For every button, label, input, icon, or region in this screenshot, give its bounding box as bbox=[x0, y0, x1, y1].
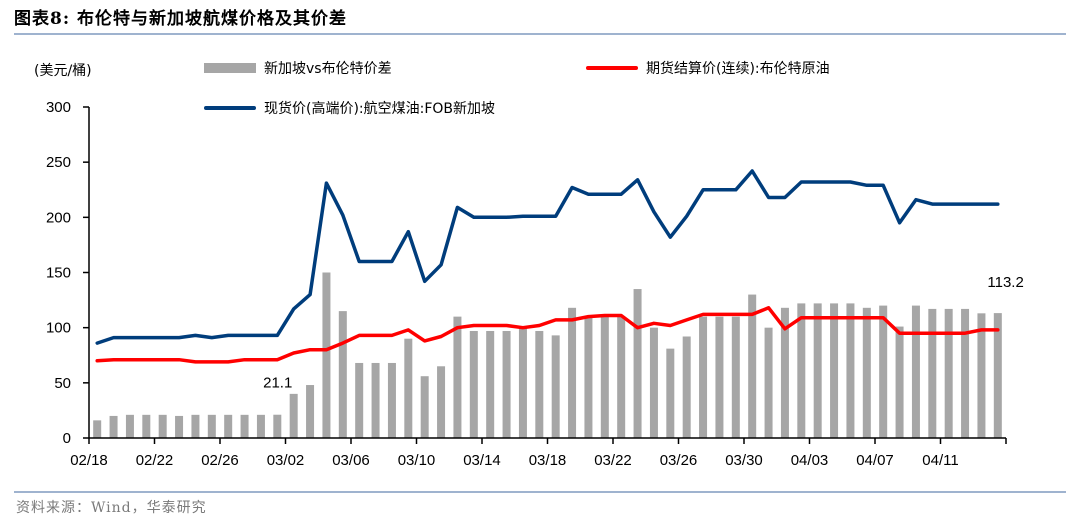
x-tick-label: 03/26 bbox=[660, 452, 698, 469]
spread-bar bbox=[993, 313, 1002, 438]
spread-bar bbox=[404, 338, 413, 438]
spread-bar bbox=[961, 308, 970, 438]
source-note: 资料来源：Wind，华泰研究 bbox=[16, 500, 207, 516]
y-tick-label: 150 bbox=[46, 265, 71, 282]
spread-bar bbox=[813, 303, 822, 438]
spread-bar bbox=[764, 327, 773, 438]
spread-bar bbox=[306, 385, 315, 438]
spread-bar bbox=[977, 313, 986, 438]
brent-price-line bbox=[95, 306, 1000, 364]
legend-item-jet-fuel: 现货价(高端价):航空煤油:FOB新加坡 bbox=[204, 98, 495, 118]
spread-bar bbox=[207, 414, 216, 438]
y-tick-label: 300 bbox=[46, 99, 71, 116]
x-tick-label: 04/07 bbox=[856, 452, 894, 469]
spread-bar bbox=[879, 305, 888, 438]
legend-swatch-bar-icon bbox=[204, 63, 256, 73]
data-label-annotation: 113.2 bbox=[987, 274, 1023, 291]
data-label-annotation: 21.1 bbox=[263, 375, 292, 392]
spread-bar bbox=[780, 307, 789, 438]
x-tick-label: 04/11 bbox=[922, 452, 958, 469]
spread-bar bbox=[240, 414, 249, 438]
spread-bar bbox=[387, 362, 396, 438]
spread-bar bbox=[699, 316, 708, 438]
spread-bar bbox=[748, 294, 757, 438]
spread-bar bbox=[584, 316, 593, 438]
spread-bar bbox=[715, 316, 724, 438]
spread-bar bbox=[469, 330, 478, 438]
legend-label-jet-fuel: 现货价(高端价):航空煤油:FOB新加坡 bbox=[264, 101, 496, 117]
spread-bar bbox=[256, 414, 265, 438]
spread-bar bbox=[649, 327, 658, 438]
spread-bar bbox=[273, 414, 282, 438]
spread-bar bbox=[862, 307, 871, 438]
x-tick-label: 03/22 bbox=[594, 452, 632, 469]
spread-bar bbox=[322, 272, 331, 438]
spread-bar bbox=[551, 335, 560, 438]
spread-bar bbox=[453, 316, 462, 438]
spread-bar bbox=[617, 316, 626, 438]
spread-bar bbox=[371, 362, 380, 438]
title-divider bbox=[14, 33, 1066, 35]
spread-bar bbox=[600, 316, 609, 438]
spread-bar bbox=[502, 330, 511, 438]
x-tick-label: 03/14 bbox=[463, 452, 501, 469]
spread-bar bbox=[109, 415, 118, 438]
spread-bar bbox=[666, 348, 675, 438]
legend-swatch-red-line-icon bbox=[586, 66, 638, 70]
x-tick-label: 03/10 bbox=[398, 452, 436, 469]
y-tick-label: 250 bbox=[46, 154, 71, 171]
legend-item-spread: 新加坡vs布伦特价差 bbox=[204, 58, 392, 78]
y-tick-label: 200 bbox=[46, 209, 71, 226]
x-tick-label: 03/30 bbox=[725, 452, 763, 469]
x-tick-label: 03/18 bbox=[529, 452, 567, 469]
spread-bar bbox=[928, 308, 937, 438]
jet-fuel-price-line bbox=[95, 169, 1000, 345]
spread-bar bbox=[355, 362, 364, 438]
spread-bar bbox=[846, 303, 855, 438]
spread-bar bbox=[437, 366, 446, 438]
spread-bar bbox=[944, 308, 953, 438]
y-tick-label: 0 bbox=[63, 430, 71, 447]
y-axis-unit-label: (美元/桶) bbox=[34, 63, 92, 79]
spread-bar bbox=[797, 303, 806, 438]
spread-bar bbox=[535, 330, 544, 438]
spread-bar bbox=[93, 420, 102, 438]
x-tick-label: 02/26 bbox=[201, 452, 239, 469]
spread-bar bbox=[175, 415, 184, 438]
spread-bar bbox=[338, 311, 347, 438]
x-tick-label: 02/22 bbox=[136, 452, 174, 469]
spread-bar bbox=[191, 414, 200, 438]
legend-swatch-blue-line-icon bbox=[204, 106, 256, 110]
legend-label-brent: 期货结算价(连续):布伦特原油 bbox=[646, 61, 830, 77]
footer-divider bbox=[14, 491, 1066, 493]
spread-bar bbox=[568, 307, 577, 438]
chart-title: 图表8: 布伦特与新加坡航煤价格及其价差 bbox=[14, 9, 348, 29]
spread-bar bbox=[289, 393, 298, 438]
spread-bar bbox=[518, 327, 527, 438]
legend-item-brent: 期货结算价(连续):布伦特原油 bbox=[586, 58, 830, 78]
spread-bar bbox=[895, 326, 904, 438]
spread-bar bbox=[420, 376, 429, 438]
x-tick-label: 03/06 bbox=[332, 452, 370, 469]
spread-bar bbox=[224, 414, 233, 438]
spread-bar bbox=[125, 414, 134, 438]
spread-bar bbox=[158, 414, 167, 438]
spread-bar bbox=[633, 289, 642, 438]
spread-bar bbox=[486, 330, 495, 438]
x-tick-label: 02/18 bbox=[70, 452, 108, 469]
spread-bar bbox=[142, 414, 151, 438]
spread-bar bbox=[830, 303, 839, 438]
spread-bar bbox=[911, 305, 920, 438]
spread-bar bbox=[731, 316, 740, 438]
x-tick-label: 03/02 bbox=[267, 452, 305, 469]
y-tick-label: 100 bbox=[46, 320, 71, 337]
y-tick-label: 50 bbox=[54, 375, 71, 392]
spread-bar bbox=[682, 336, 691, 438]
legend-label-spread: 新加坡vs布伦特价差 bbox=[264, 61, 392, 77]
x-tick-label: 04/03 bbox=[791, 452, 829, 469]
